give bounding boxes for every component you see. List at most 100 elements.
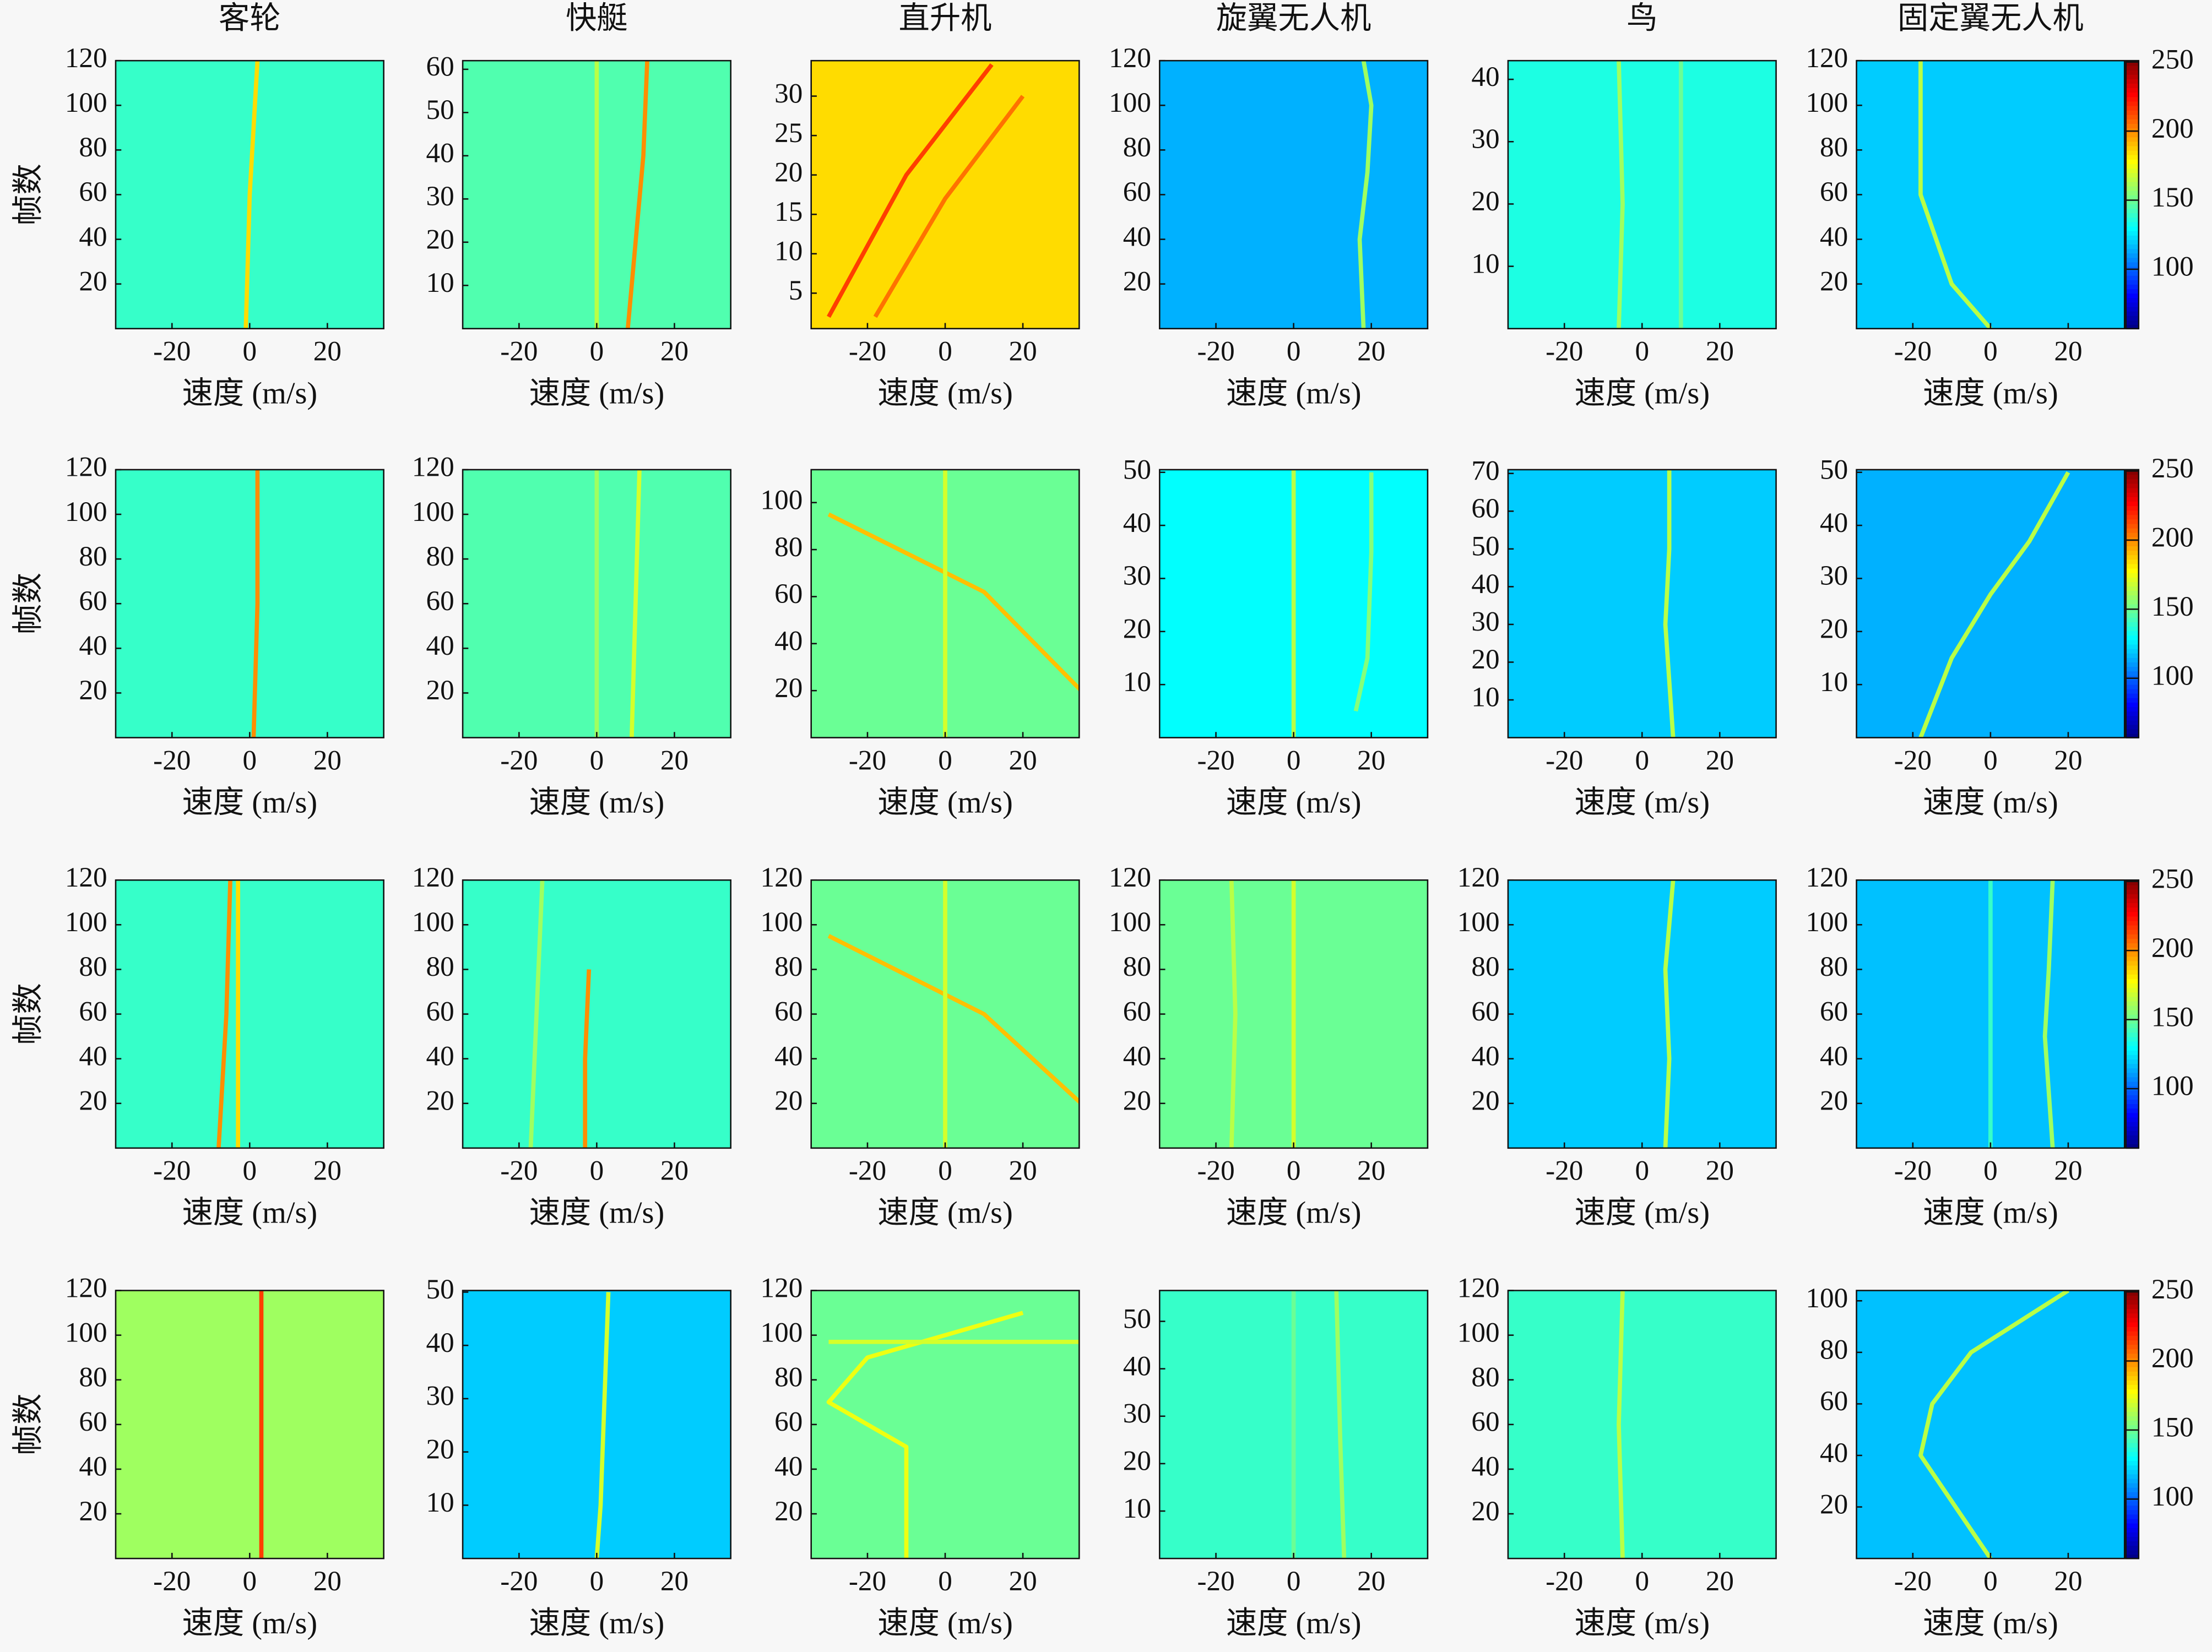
x-axis-label: 速度 (m/s)	[877, 377, 1013, 411]
y-tick-label: 10	[1471, 682, 1499, 713]
y-tick-label: 80	[1123, 951, 1151, 982]
colorbar-cell	[2126, 608, 2139, 613]
colorbar-cell	[2126, 212, 2139, 218]
x-tick-label: 20	[1706, 336, 1734, 367]
x-tick-label: 20	[1009, 745, 1037, 776]
colorbar-cell	[2126, 1398, 2139, 1403]
colorbar-cell	[2126, 208, 2139, 214]
x-tick-label: -20	[1894, 745, 1932, 776]
x-axis-label: 速度 (m/s)	[1923, 377, 2058, 411]
x-tick-label: 0	[1635, 1155, 1649, 1187]
colorbar-frame	[2125, 1290, 2140, 1559]
colorbar-cell	[2126, 987, 2139, 993]
x-axis-label: 速度 (m/s)	[1923, 1196, 2058, 1230]
track	[1334, 1290, 1347, 1559]
colorbar-cell	[2126, 978, 2139, 984]
x-tick-label: -20	[153, 1155, 191, 1187]
colorbar-cell	[2126, 145, 2139, 151]
x-tick-label: -20	[1197, 745, 1234, 776]
colorbar-cell	[2126, 1474, 2139, 1479]
colorbar-cell	[2126, 933, 2139, 939]
y-tick-label: 30	[426, 181, 454, 212]
colorbar-cell	[2126, 292, 2139, 298]
track	[1617, 1290, 1625, 1559]
colorbar-cell	[2126, 670, 2139, 676]
y-tick-label: 20	[1820, 1488, 1848, 1520]
y-tick-label: 120	[1806, 42, 1848, 74]
heatmap-background	[116, 469, 384, 738]
colorbar-cell	[2126, 288, 2139, 294]
y-tick-label: 30	[774, 78, 803, 109]
y-tick-label: 60	[426, 585, 454, 617]
colorbar-tick-label: 200	[2151, 113, 2194, 144]
colorbar-cell	[2126, 78, 2139, 84]
colorbar-tick-label: 250	[2151, 453, 2194, 484]
colorbar-cell	[2126, 1438, 2139, 1443]
y-tick-label: 40	[426, 1040, 454, 1072]
heatmap	[116, 61, 384, 329]
colorbar-cell	[2126, 706, 2139, 712]
y-tick-label: 60	[79, 176, 107, 208]
x-tick-label: 20	[1009, 1566, 1037, 1597]
colorbar-cell	[2126, 920, 2139, 926]
x-axis-label: 速度 (m/s)	[529, 1196, 665, 1230]
colorbar-cell	[2126, 1545, 2139, 1551]
y-tick-label: 30	[1471, 123, 1499, 155]
colorbar-cell	[2126, 1322, 2139, 1327]
colorbar-frame	[2125, 469, 2140, 738]
y-tick-label: 20	[1123, 265, 1151, 297]
y-tick-label: 20	[774, 672, 803, 704]
colorbar-cell	[2126, 150, 2139, 155]
x-tick-label: 0	[1635, 336, 1649, 367]
colorbar-cell	[2126, 181, 2139, 187]
x-tick-label: -20	[500, 745, 538, 776]
colorbar-cell	[2126, 1371, 2139, 1376]
colorbar-cell	[2126, 496, 2139, 502]
colorbar-cell	[2126, 974, 2139, 979]
colorbar-cell	[2126, 1406, 2139, 1412]
colorbar-cell	[2126, 956, 2139, 961]
x-tick-label: 0	[938, 336, 952, 367]
x-tick-label: -20	[1894, 1566, 1932, 1597]
colorbar-cell	[2126, 1339, 2139, 1345]
colorbar-cell	[2126, 1451, 2139, 1457]
colorbar-cell	[2126, 893, 2139, 899]
colorbar-cell	[2126, 1126, 2139, 1131]
colorbar-cell	[2126, 585, 2139, 591]
y-axis-label: 帧数	[11, 164, 45, 226]
colorbar-cell	[2126, 284, 2139, 290]
x-tick-label: -20	[1894, 336, 1932, 367]
heatmap	[1159, 469, 1428, 738]
heatmap	[116, 880, 384, 1148]
heatmap-background	[1159, 61, 1428, 329]
x-axis-label: 速度 (m/s)	[182, 785, 318, 819]
x-tick-label: 0	[590, 745, 604, 776]
heatmap-background	[1856, 469, 2125, 738]
heatmap-background	[811, 1290, 1080, 1559]
colorbar-cell	[2126, 982, 2139, 988]
colorbar-cell	[2126, 559, 2139, 564]
colorbar-cell	[2126, 1299, 2139, 1305]
y-tick-label: 120	[412, 862, 454, 893]
y-tick-label: 70	[1471, 455, 1499, 487]
heatmap	[1508, 880, 1776, 1148]
x-tick-label: 0	[1287, 745, 1301, 776]
colorbar-cell	[2126, 1447, 2139, 1452]
x-axis-label: 速度 (m/s)	[1574, 785, 1710, 819]
x-tick-label: 20	[2054, 1155, 2082, 1187]
x-tick-label: 0	[1287, 336, 1301, 367]
colorbar-cell	[2126, 474, 2139, 480]
colorbar-cell	[2126, 911, 2139, 917]
x-tick-label: 0	[1983, 745, 1998, 776]
colorbar-cell	[2126, 942, 2139, 948]
colorbar-cell	[2126, 1375, 2139, 1381]
x-tick-label: 20	[1357, 1566, 1385, 1597]
colorbar-cell	[2126, 1384, 2139, 1390]
colorbar-cell	[2126, 1094, 2139, 1100]
y-tick-label: 80	[1820, 132, 1848, 163]
y-tick-label: 100	[1109, 906, 1151, 938]
y-tick-label: 10	[1820, 666, 1848, 698]
colorbar-cell	[2126, 1031, 2139, 1037]
colorbar-cell	[2126, 61, 2139, 66]
colorbar-cell	[2126, 688, 2139, 694]
